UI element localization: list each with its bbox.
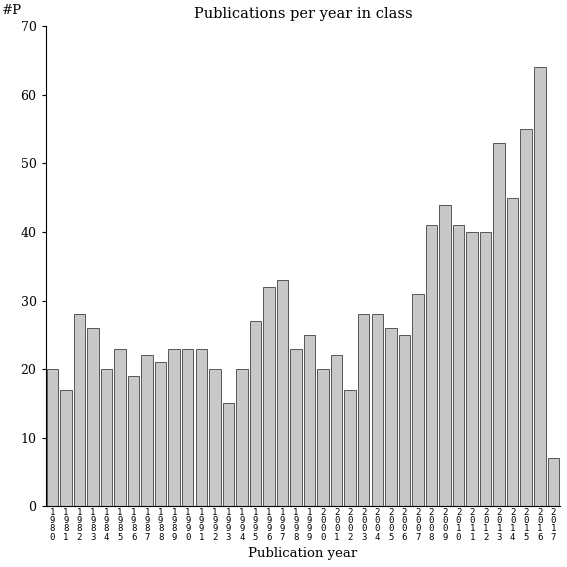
Bar — [182, 349, 193, 506]
Bar — [128, 376, 139, 506]
Bar — [290, 349, 302, 506]
Bar — [399, 335, 410, 506]
Bar — [318, 369, 329, 506]
Bar — [493, 143, 505, 506]
Bar — [60, 390, 71, 506]
Bar — [209, 369, 221, 506]
Bar — [385, 328, 396, 506]
Bar — [223, 403, 234, 506]
Bar — [534, 67, 545, 506]
Bar — [249, 321, 261, 506]
Bar — [115, 349, 126, 506]
Bar — [426, 225, 437, 506]
Bar — [548, 458, 559, 506]
Bar — [196, 349, 207, 506]
Bar — [466, 232, 478, 506]
Bar — [263, 287, 275, 506]
Bar — [87, 328, 99, 506]
Title: Publications per year in class: Publications per year in class — [193, 7, 412, 21]
Y-axis label: #P: #P — [2, 3, 22, 16]
Bar — [507, 198, 518, 506]
X-axis label: Publication year: Publication year — [248, 547, 357, 560]
Bar — [74, 314, 85, 506]
Bar — [453, 225, 464, 506]
Bar — [236, 369, 248, 506]
Bar — [101, 369, 112, 506]
Bar — [371, 314, 383, 506]
Bar — [344, 390, 356, 506]
Bar — [277, 280, 288, 506]
Bar — [304, 335, 315, 506]
Bar — [168, 349, 180, 506]
Bar — [521, 129, 532, 506]
Bar — [46, 369, 58, 506]
Bar — [358, 314, 370, 506]
Bar — [412, 294, 424, 506]
Bar — [331, 356, 342, 506]
Bar — [141, 356, 153, 506]
Bar — [155, 362, 166, 506]
Bar — [480, 232, 492, 506]
Bar — [439, 205, 451, 506]
